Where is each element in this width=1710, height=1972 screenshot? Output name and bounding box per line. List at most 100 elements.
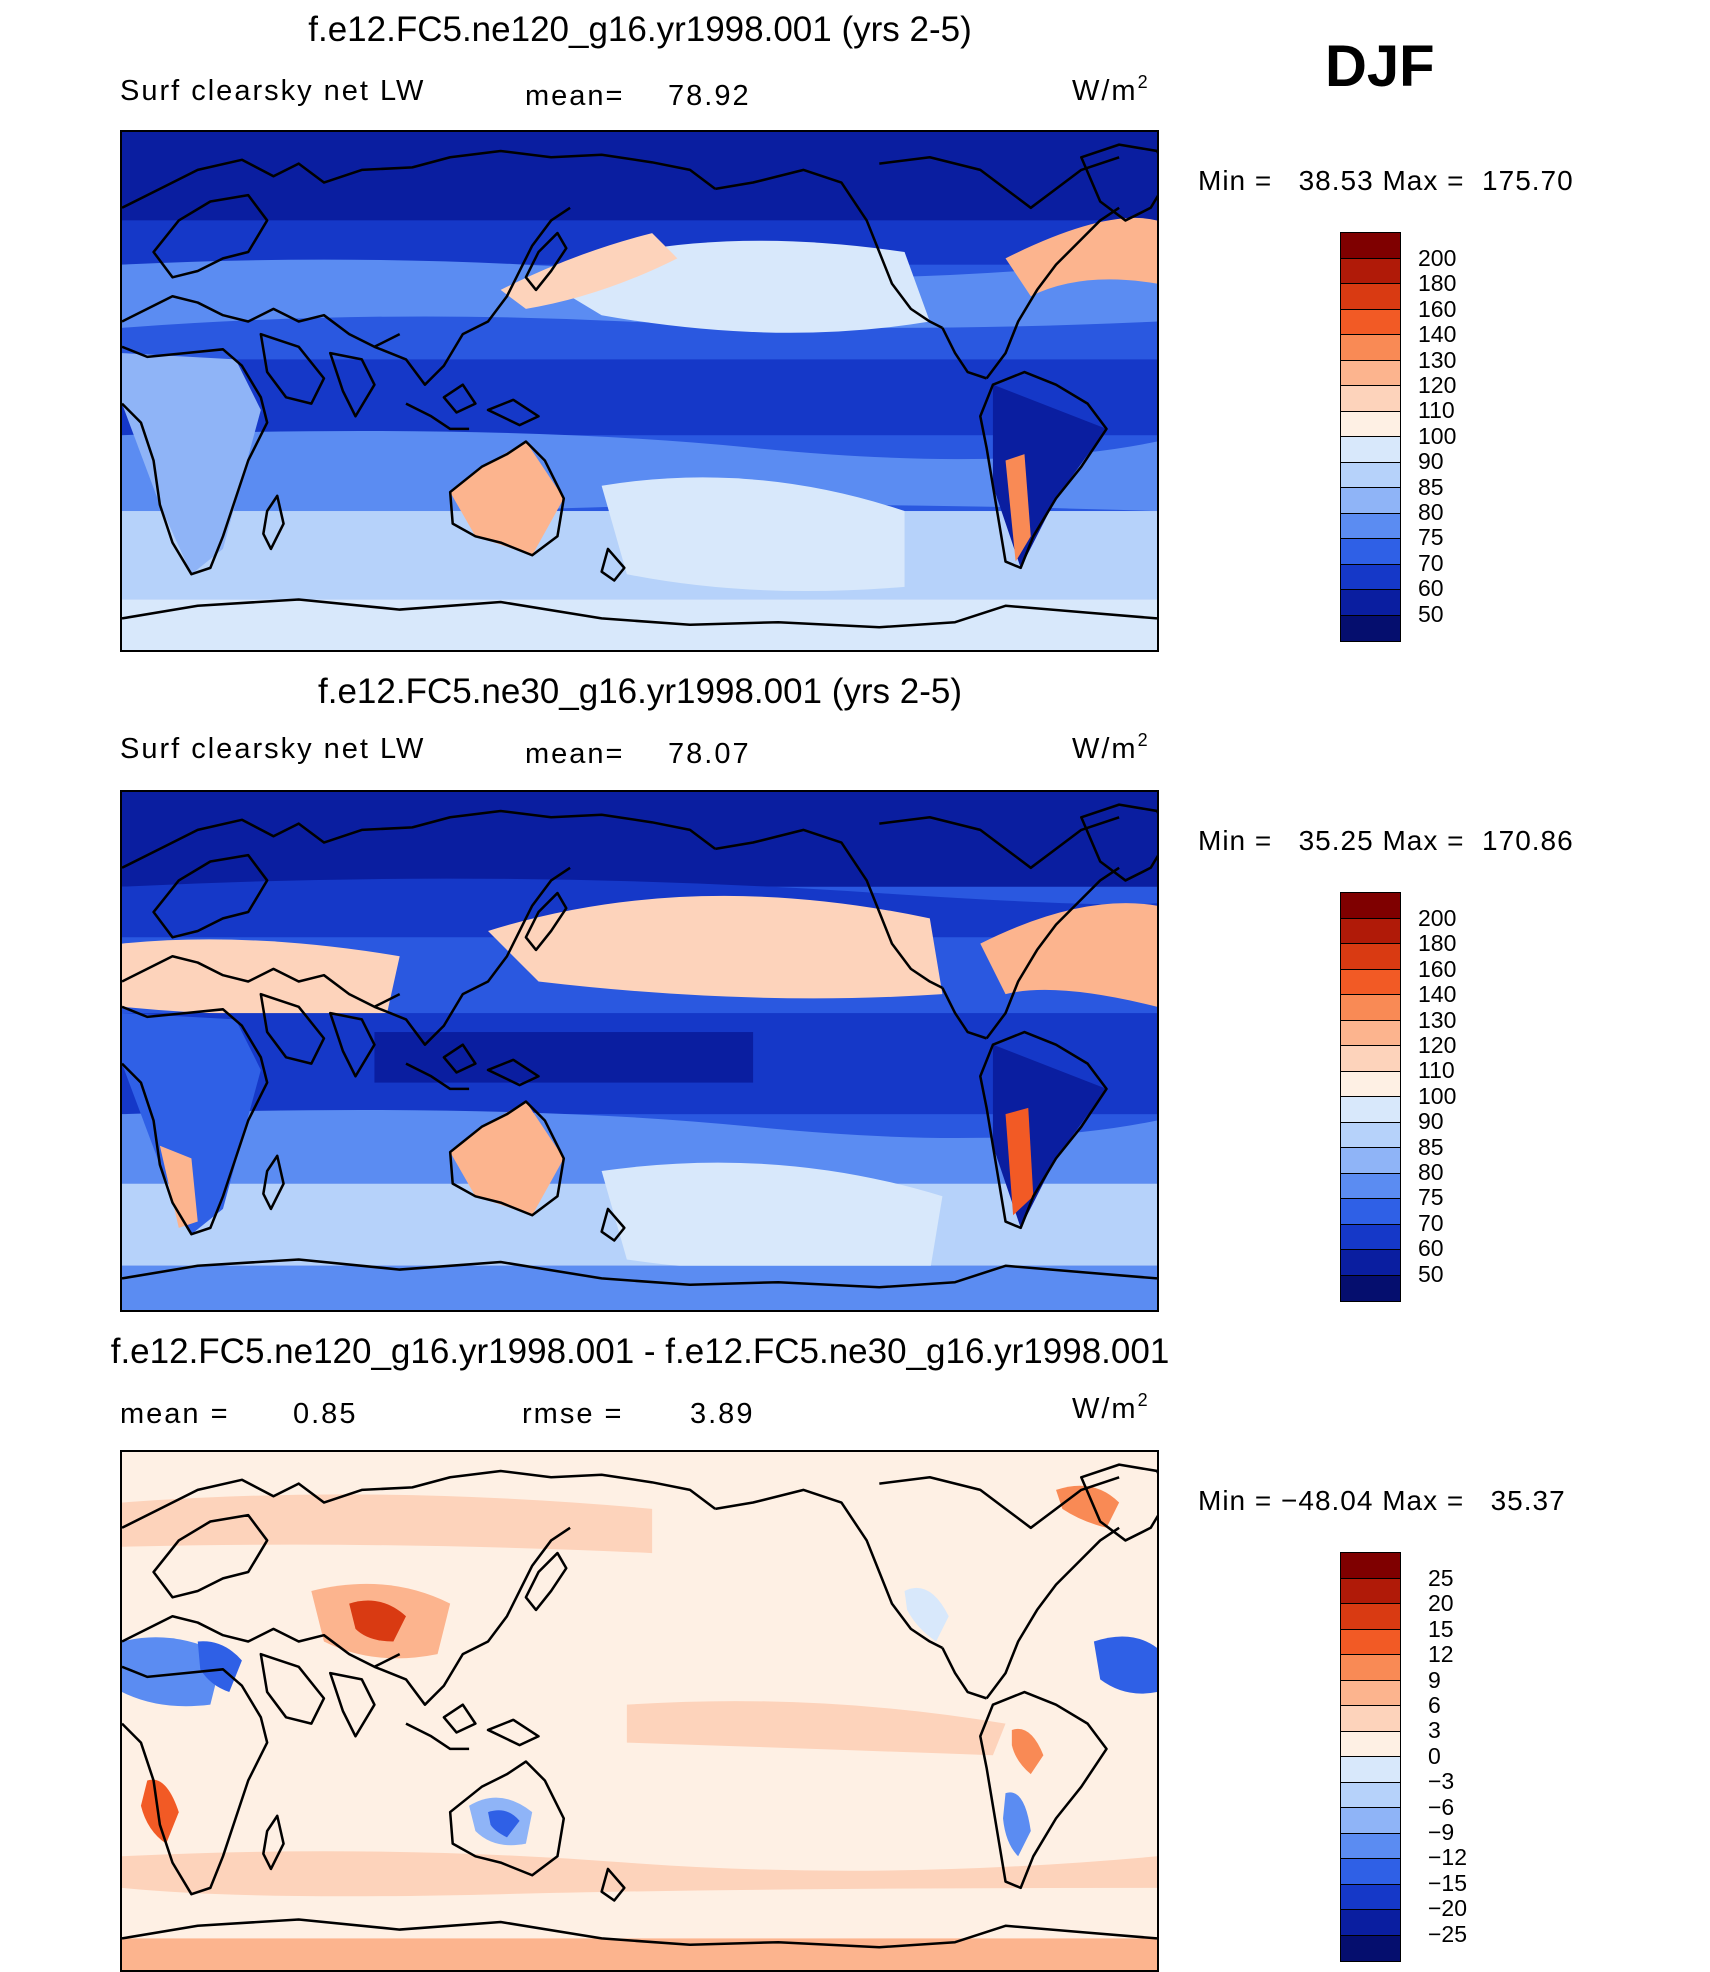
colorbar-level-label: 90 [1418,448,1444,475]
colorbar-level-label: 80 [1418,499,1444,526]
panel3-mean-label: mean = [120,1398,230,1430]
colorbar-level-label: −12 [1428,1844,1468,1871]
colorbar-level-label: −3 [1428,1768,1455,1795]
colorbar-swatch [1341,1250,1400,1276]
colorbar-swatch [1341,488,1400,514]
colorbar-swatch [1341,1757,1400,1783]
panel3-minmax: Min = −48.04 Max = 35.37 [1198,1485,1566,1516]
colorbar-swatch [1341,284,1400,310]
colorbar-level-label: 60 [1418,575,1444,602]
colorbar-swatch [1341,1122,1400,1148]
colorbar-swatch [1341,615,1400,641]
colorbar-swatch [1341,1148,1400,1174]
colorbar-level-label: 50 [1418,1260,1444,1287]
colorbar-swatch [1341,1808,1400,1834]
colorbar-swatch [1341,1553,1400,1579]
colorbar-swatch [1341,1199,1400,1225]
colorbar-level-label: 140 [1418,981,1457,1008]
colorbar-level-label: 70 [1418,549,1444,576]
colorbar-swatch [1341,995,1400,1021]
colorbar-swatch [1341,918,1400,944]
panel3-colorbar [1340,1552,1401,1962]
colorbar-level-label: 0 [1428,1742,1441,1769]
colorbar-level-label: 15 [1428,1615,1454,1642]
panel3-mean-value: 0.85 [293,1398,358,1430]
panel1-title: f.e12.FC5.ne120_g16.yr1998.001 (yrs 2-5) [308,10,972,49]
panel3-map [120,1450,1159,1972]
colorbar-level-label: 85 [1418,473,1444,500]
colorbar-level-label: 12 [1428,1641,1454,1668]
colorbar-level-label: 80 [1418,1159,1444,1186]
panel1-variable: Surf clearsky net LW [120,75,426,107]
colorbar-swatch [1341,1173,1400,1199]
colorbar-level-label: 3 [1428,1717,1441,1744]
colorbar-level-label: 60 [1418,1235,1444,1262]
panel2-units: W/m2 [1072,730,1150,765]
colorbar-swatch [1341,1884,1400,1910]
colorbar-level-label: 70 [1418,1209,1444,1236]
panel1-map [120,130,1159,652]
colorbar-swatch [1341,233,1400,259]
colorbar-swatch [1341,360,1400,386]
panel1-colorbar [1340,232,1401,642]
colorbar-level-label: 120 [1418,1032,1457,1059]
colorbar-level-label: 180 [1418,270,1457,297]
panel1-mean-label: mean= [525,80,625,112]
colorbar-swatch [1341,411,1400,437]
colorbar-swatch [1341,969,1400,995]
colorbar-level-label: 90 [1418,1108,1444,1135]
colorbar-level-label: 85 [1418,1133,1444,1160]
colorbar-level-label: 25 [1428,1565,1454,1591]
colorbar-swatch [1341,258,1400,284]
panel2-colorbar [1340,892,1401,1302]
colorbar-level-label: 110 [1418,1057,1455,1084]
colorbar-level-label: 130 [1418,346,1457,373]
panel1-colorbar-labels: 200 180 160 140 130 120 110 100 90 85 80 75 70 60 50 [1418,245,1457,627]
colorbar-swatch [1341,539,1400,565]
colorbar-level-label: 9 [1428,1666,1441,1693]
colorbar-swatch [1341,1629,1400,1655]
panel2-mean-label: mean= [525,738,625,770]
panel3-units: W/m2 [1072,1390,1150,1425]
colorbar-level-label: 160 [1418,955,1457,982]
colorbar-swatch [1341,1706,1400,1732]
colorbar-level-label: −15 [1428,1869,1468,1896]
colorbar-swatch [1341,893,1400,919]
panel1-units: W/m2 [1072,72,1150,107]
panel3-colorbar-labels: 25 20 15 12 9 6 3 0 −3 −6 −9 −12 −15 −20 −25 [1428,1565,1468,1947]
colorbar-level-label: 75 [1418,524,1444,551]
colorbar-swatch [1341,1935,1400,1961]
colorbar-level-label: 160 [1418,295,1457,322]
colorbar-level-label: 50 [1418,600,1444,627]
panel3-rmse-label: rmse = [522,1398,624,1430]
colorbar-swatch [1341,590,1400,616]
panel1-mean-value: 78.92 [668,80,751,112]
colorbar-level-label: 6 [1428,1692,1441,1719]
colorbar-level-label: 75 [1418,1184,1444,1211]
colorbar-swatch [1341,1046,1400,1072]
panel2-map [120,790,1159,1312]
colorbar-level-label: 120 [1418,372,1457,399]
colorbar-swatch [1341,944,1400,970]
season-label: DJF [1325,34,1435,99]
panel2-mean-value: 78.07 [668,738,751,770]
colorbar-swatch [1341,1097,1400,1123]
colorbar-swatch [1341,462,1400,488]
colorbar-swatch [1341,1071,1400,1097]
colorbar-level-label: 100 [1418,1082,1457,1109]
colorbar-level-label: 180 [1418,930,1457,957]
colorbar-swatch [1341,1910,1400,1936]
colorbar-swatch [1341,437,1400,463]
colorbar-level-label: 200 [1418,245,1457,271]
colorbar-level-label: 100 [1418,422,1457,449]
colorbar-swatch [1341,1275,1400,1301]
colorbar-level-label: −20 [1428,1895,1468,1922]
colorbar-swatch [1341,1578,1400,1604]
colorbar-level-label: 130 [1418,1006,1457,1033]
panel2-colorbar-labels: 200 180 160 140 130 120 110 100 90 85 80 75 70 60 50 [1418,905,1457,1287]
colorbar-swatch [1341,1224,1400,1250]
colorbar-swatch [1341,1859,1400,1885]
colorbar-swatch [1341,1731,1400,1757]
panel2-variable: Surf clearsky net LW [120,733,426,765]
colorbar-level-label: 200 [1418,905,1457,931]
